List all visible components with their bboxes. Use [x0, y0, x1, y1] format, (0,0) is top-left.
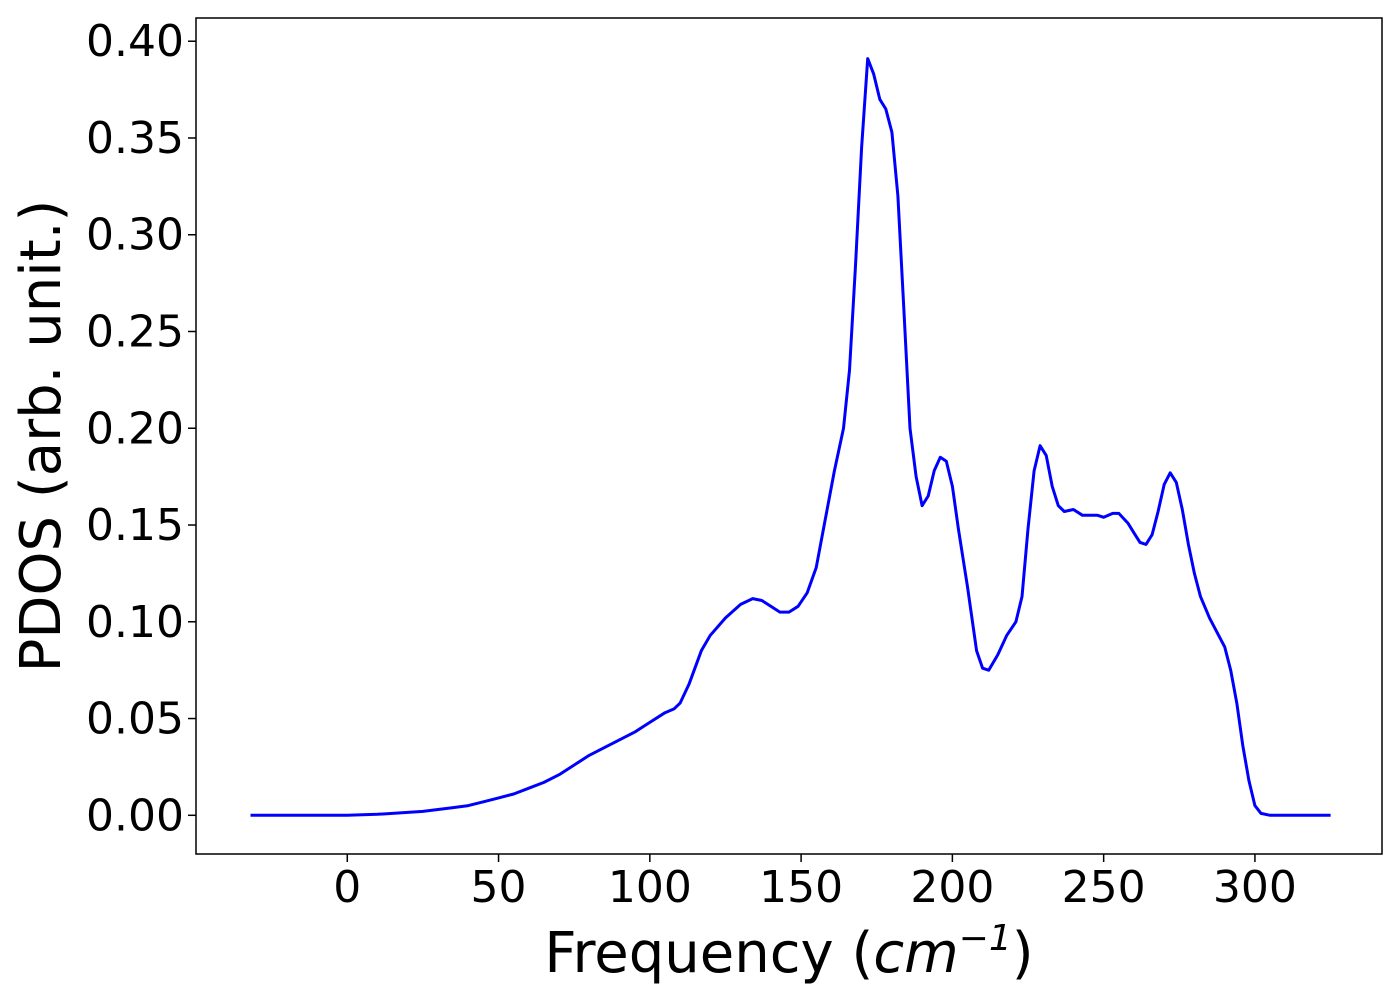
- x-tick-label: 250: [1062, 862, 1146, 913]
- x-axis-ticks: 0 50 100 150 200 250 300: [333, 854, 1297, 913]
- x-tick-label: 150: [759, 862, 843, 913]
- y-tick-label: 0.40: [86, 16, 184, 67]
- x-tick-label: 0: [333, 862, 361, 913]
- y-tick-label: 0.35: [86, 113, 184, 164]
- x-tick-label: 200: [910, 862, 994, 913]
- y-axis-label: PDOS (arb. unit.): [9, 200, 74, 673]
- y-axis-ticks: 0.00 0.05 0.10 0.15 0.20 0.25 0.30 0.35 0.40: [86, 16, 196, 841]
- x-tick-label: 100: [608, 862, 692, 913]
- y-tick-label: 0.00: [86, 790, 184, 841]
- x-tick-label: 300: [1213, 862, 1297, 913]
- x-tick-label: 50: [471, 862, 527, 913]
- y-tick-label: 0.20: [86, 403, 184, 454]
- y-tick-label: 0.15: [86, 500, 184, 551]
- x-axis-label: Frequency (cm−1): [544, 918, 1033, 986]
- y-tick-label: 0.05: [86, 694, 184, 745]
- pdos-line: [250, 57, 1331, 817]
- y-tick-label: 0.10: [86, 597, 184, 648]
- y-tick-label: 0.30: [86, 210, 184, 261]
- y-tick-label: 0.25: [86, 307, 184, 358]
- plot-frame: [195, 17, 1383, 855]
